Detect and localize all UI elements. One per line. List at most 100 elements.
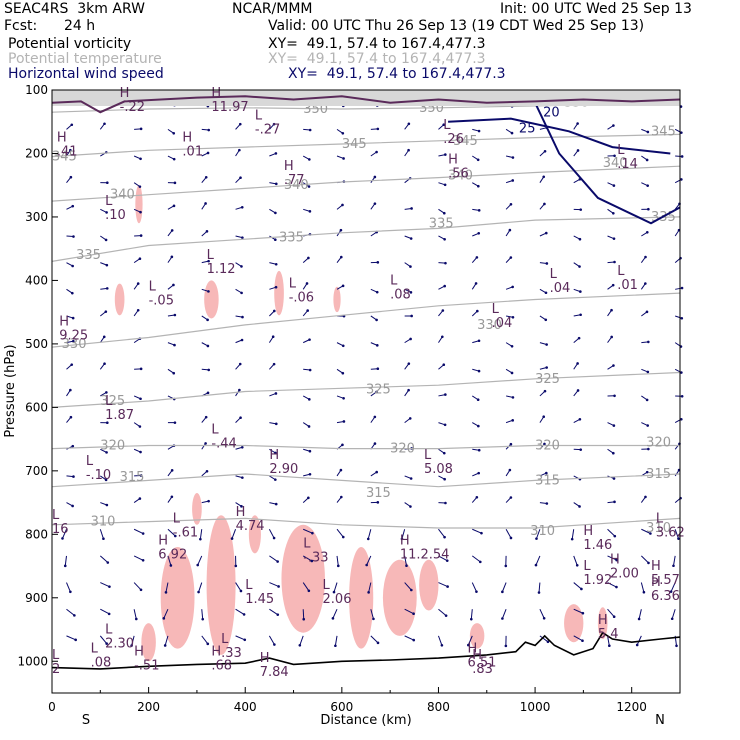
extremum-value: -.22 — [120, 100, 145, 115]
extremum-value: .41 — [57, 144, 78, 159]
theta-label: 340 — [284, 178, 309, 193]
wind-vector-head — [644, 282, 647, 285]
wind-vector — [367, 529, 372, 540]
wind-vector-head — [139, 234, 143, 237]
theta-contour-310 — [51, 517, 681, 529]
wind-vector-head — [642, 590, 646, 594]
wind-vector — [199, 529, 203, 540]
theta-contour-325 — [51, 371, 681, 408]
x-axis-title: Distance (km) — [320, 713, 411, 728]
extremum-value: .08 — [91, 655, 112, 670]
wind-vector-head — [445, 559, 449, 562]
wind-vector-head — [239, 176, 242, 180]
wind-vector-head — [680, 178, 683, 181]
wind-vector-head — [511, 315, 515, 319]
wind-vector-head — [480, 531, 483, 535]
wind-vector-head — [615, 558, 618, 562]
wind-vector-head — [206, 151, 210, 155]
extremum-marker: H — [57, 130, 67, 145]
wind-vector-head — [612, 124, 615, 127]
wind-vector-head — [545, 366, 548, 369]
wind-vector-head — [130, 644, 133, 647]
wind-vector-head — [680, 394, 684, 398]
wind-vector-head — [444, 261, 447, 265]
wind-vector-head — [442, 451, 446, 455]
extremum-marker: L — [105, 394, 113, 409]
wind-vector — [472, 528, 482, 534]
y-tick-label: 200 — [25, 146, 48, 160]
extremum-marker: L — [245, 578, 253, 593]
forecast-hours: 24 h — [64, 18, 96, 34]
wind-vector-head — [508, 228, 512, 232]
wind-vector-head — [508, 468, 512, 472]
wind-vector-head — [103, 362, 106, 366]
wind-vector-head — [644, 255, 647, 259]
extremum-marker: L — [617, 143, 625, 158]
wind-vector-head — [580, 587, 583, 591]
wind-vector — [401, 529, 406, 540]
y-tick-label: 500 — [25, 337, 48, 351]
wind-vector — [501, 582, 507, 593]
wind-vector-head — [336, 564, 340, 568]
wind-vector-head — [613, 154, 616, 158]
wind-vector-head — [238, 388, 241, 392]
wind-vector — [573, 582, 582, 590]
wind-vector-head — [63, 564, 67, 568]
extremum-value: .01 — [617, 278, 638, 293]
wind-vector-head — [69, 148, 72, 152]
wind-vector-head — [612, 184, 616, 187]
wind-vector-head — [611, 283, 615, 287]
wind-vector-head — [199, 537, 202, 541]
wind-vector-head — [196, 563, 200, 567]
wind-vector-head — [612, 451, 615, 455]
wind-vector — [235, 635, 245, 641]
wind-vector-head — [475, 495, 479, 499]
x-tick-label: 1200 — [616, 700, 647, 714]
wind-vector-head — [543, 202, 546, 206]
wind-vector-head — [644, 495, 647, 499]
extremum-marker: L — [323, 578, 331, 593]
wind-vector-head — [613, 260, 616, 264]
wind-vector-head — [581, 639, 584, 642]
extremum-value: 4.74 — [236, 519, 265, 534]
extremum-marker: L — [289, 276, 297, 291]
init-time: Init: 00 UTC Wed 25 Sep 13 — [500, 1, 692, 17]
wind-vector-head — [207, 128, 211, 132]
extremum-value: 2.06 — [323, 592, 352, 607]
extremum-marker: L — [211, 422, 219, 437]
wind-vector — [235, 608, 245, 615]
theta-label: 345 — [651, 124, 676, 139]
wind-vector-head — [400, 537, 404, 541]
wind-vector-head — [442, 363, 446, 367]
wind-vector-head — [341, 203, 344, 207]
wind-vector — [99, 635, 108, 644]
wind-vector-head — [204, 442, 207, 445]
extremum-marker: L — [86, 454, 94, 469]
extremum-value: 2.30 — [105, 636, 134, 651]
wind-vector — [133, 555, 144, 561]
wind-vector-head — [197, 590, 200, 594]
wind-vector — [370, 635, 379, 644]
wind-vector-head — [511, 396, 515, 399]
wind-vector-head — [271, 335, 275, 339]
wind-vector-head — [306, 309, 309, 312]
theta-label: 345 — [52, 150, 77, 165]
wind-vector-head — [240, 505, 243, 508]
wind-vector-head — [578, 237, 582, 241]
extremum-value: -.61 — [173, 525, 198, 540]
wind-vector-head — [172, 283, 175, 287]
wind-vector-head — [612, 211, 615, 215]
wind-vector-head — [274, 285, 278, 289]
wind-vector-head — [409, 265, 412, 268]
wind-vector-head — [308, 158, 311, 161]
wind-vector — [99, 555, 109, 563]
wind-vector-head — [205, 470, 209, 473]
wind-vector-head — [105, 503, 109, 507]
wind-vector-head — [72, 339, 75, 343]
wind-vector — [302, 582, 310, 592]
wind-vector-head — [334, 644, 337, 648]
wind-vector-head — [105, 642, 108, 645]
theta-label: 340 — [448, 169, 473, 184]
wind-vector-head — [478, 560, 482, 564]
wind-vector-head — [375, 344, 379, 347]
